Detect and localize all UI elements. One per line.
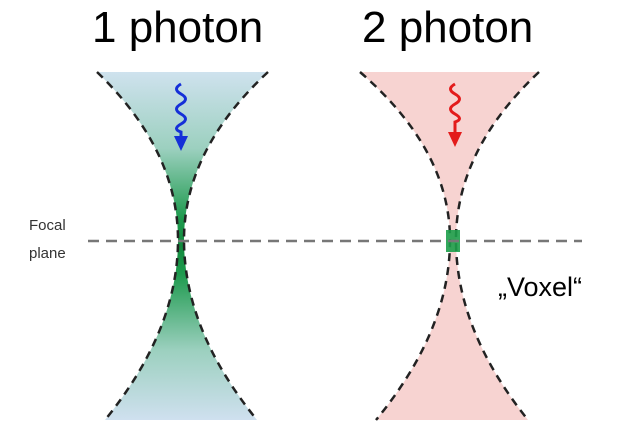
one-photon-left-outline [96, 71, 180, 421]
one-photon-right-outline [182, 71, 269, 421]
voxel-label: „Voxel“ [498, 272, 583, 302]
one-photon-beam [97, 72, 268, 420]
two-photon-arrowhead [448, 132, 462, 147]
focal-plane-label-line1: Focal [29, 217, 66, 234]
one-photon-wavy-arrow [175, 82, 187, 140]
two-photon-wavy-arrow [449, 82, 461, 134]
focal-plane-label-line2: plane [29, 245, 66, 262]
one-photon-title: 1 photon [92, 3, 264, 52]
two-photon-right-outline [454, 71, 540, 421]
two-photon-beam [360, 72, 539, 420]
one-photon-arrowhead [174, 136, 188, 151]
two-photon-title: 2 photon [362, 3, 534, 52]
